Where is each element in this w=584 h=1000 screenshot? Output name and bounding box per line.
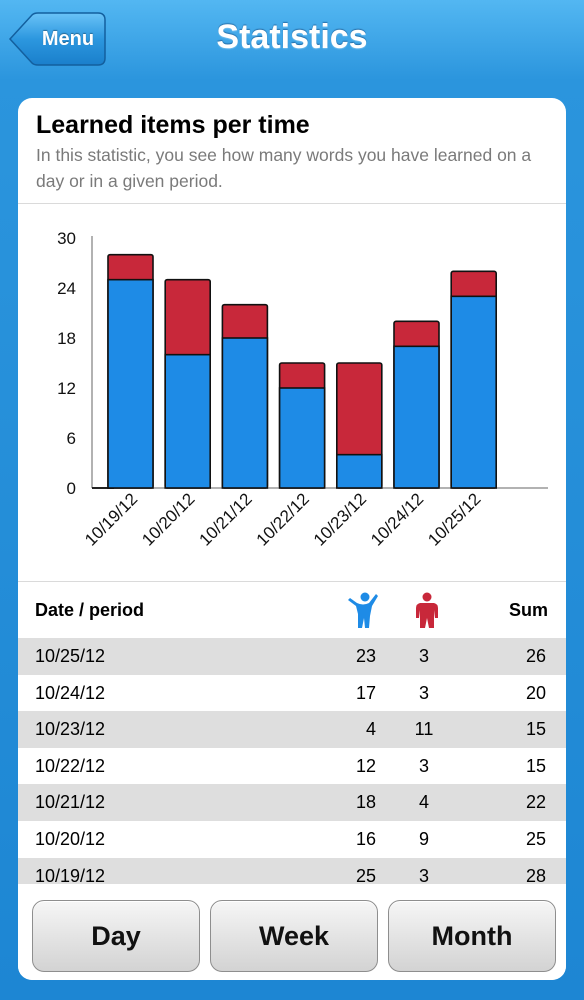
bar-learned [107,278,154,489]
card-header: Learned items per time In this statistic… [18,98,566,204]
statistics-card: Learned items per time In this statistic… [18,98,566,980]
cell-date: 10/25/12 [35,646,106,666]
y-tick-label: 6 [67,429,76,448]
person-standing-icon [414,592,440,635]
bar-chart: 0 6 12 18 24 30 10/19/12 10/20/12 10/21/12 10/22/… [18,204,566,582]
menu-button[interactable]: Menu [8,12,106,66]
y-tick-label: 30 [57,229,76,248]
x-tick-label: 10/22/12 [253,489,313,549]
cell-forgotten: 9 [418,828,429,849]
cell-sum: 22 [525,792,546,813]
cell-sum: 25 [525,828,546,849]
card-title: Learned items per time [36,111,310,139]
cell-forgotten: 11 [414,719,434,740]
y-tick-label: 24 [57,279,76,298]
x-tick-label: 10/25/12 [424,489,484,549]
y-tick-label: 12 [57,379,76,398]
table-row[interactable]: 10/20/12 16 9 25 [18,821,566,858]
cell-sum: 15 [525,719,546,740]
table-row[interactable]: 10/22/12 12 3 15 [18,748,566,785]
page-title: Statistics [216,18,368,56]
day-button[interactable]: Day [32,900,200,972]
cell-date: 10/23/12 [35,719,106,740]
x-tick-label: 10/23/12 [310,489,370,549]
week-button[interactable]: Week [210,900,378,972]
person-arms-up-icon [348,592,378,635]
y-tick-label: 0 [67,479,76,498]
cell-learned: 23 [355,646,376,666]
x-tick-label: 10/20/12 [138,489,198,549]
card-description: In this statistic, you see how many word… [36,145,532,191]
cell-forgotten: 3 [418,755,429,776]
table-row[interactable]: 10/21/12 18 4 22 [18,784,566,821]
bar-learned [335,453,383,489]
cell-learned: 16 [355,828,376,849]
bar-learned [278,387,326,489]
bar-learned [450,295,498,489]
cell-learned: 4 [365,719,376,740]
cell-date: 10/21/12 [35,792,106,813]
cell-learned: 17 [355,682,376,703]
column-header-sum: Sum [508,600,548,620]
cell-forgotten: 3 [418,865,429,884]
nav-bar: Menu Statistics [0,0,584,80]
bar-learned [393,345,440,489]
x-tick-label: 10/19/12 [81,489,141,549]
cell-date: 10/20/12 [35,828,106,849]
table-row[interactable]: 10/24/12 17 3 20 [18,675,566,712]
cell-date: 10/22/12 [35,755,106,776]
cell-forgotten: 4 [418,792,429,813]
x-tick-label: 10/21/12 [195,489,255,549]
bar-learned [164,353,211,489]
x-tick-label: 10/24/12 [367,489,427,549]
cell-forgotten: 3 [418,646,429,666]
cell-date: 10/19/12 [35,865,106,884]
cell-date: 10/24/12 [35,682,106,703]
cell-learned: 12 [355,755,376,776]
period-selector: Day Week Month [18,884,566,980]
table-row[interactable]: 10/19/12 25 3 28 [18,857,566,884]
bar-learned [221,337,269,489]
table-row[interactable]: 10/25/12 23 3 26 [18,638,566,675]
cell-sum: 26 [525,646,546,666]
cell-forgotten: 3 [418,682,429,703]
cell-learned: 18 [355,792,376,813]
cell-sum: 20 [525,682,546,703]
table-header: Date / period Sum [18,582,566,638]
column-header-date: Date / period [35,600,145,620]
table-row[interactable]: 10/23/12 4 11 15 [18,711,566,748]
bar-chart-svg: 0 6 12 18 24 30 10/19/1210/20/1210/21/1210/22/… [57,229,548,550]
statistics-table[interactable]: 10/25/12 23 3 26 10/24/12 17 3 20 10/23/… [18,638,566,884]
cell-sum: 28 [525,865,546,884]
y-tick-label: 18 [57,329,76,348]
cell-learned: 25 [355,865,376,884]
cell-sum: 15 [525,755,546,776]
month-button[interactable]: Month [388,900,556,972]
menu-button-label: Menu [41,28,95,50]
back-arrow-icon [8,12,106,66]
